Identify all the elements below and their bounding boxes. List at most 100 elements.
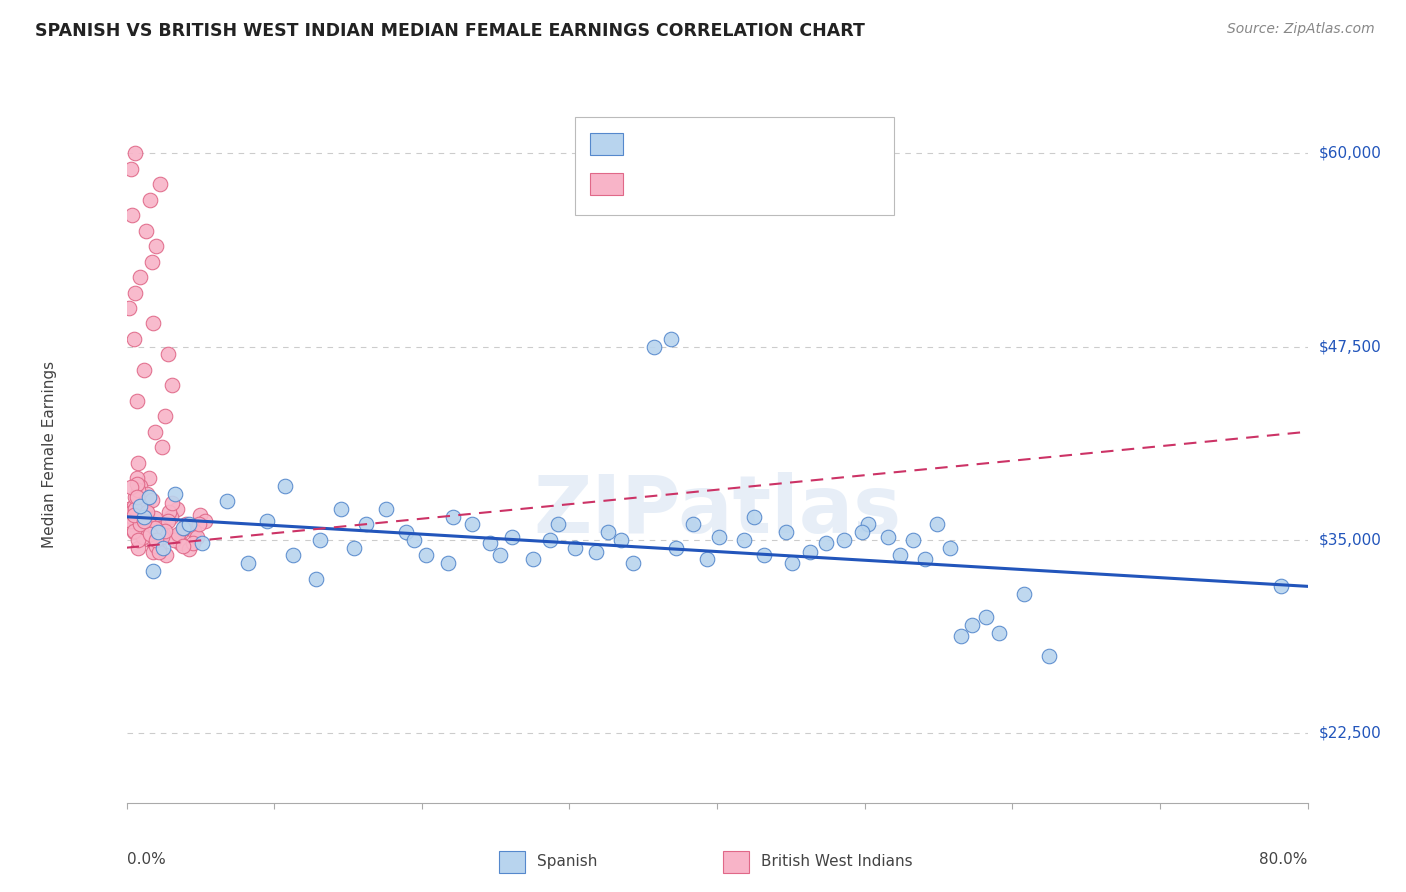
Point [121, 509, 143, 524]
Point [172, 520, 194, 534]
Point [782, 556, 804, 570]
Point [128, 479, 150, 493]
Point [125, 490, 148, 504]
Point [152, 526, 174, 541]
Point [659, 332, 682, 346]
Point [150, 530, 173, 544]
Point [162, 378, 184, 392]
Point [682, 517, 704, 532]
Point [143, 425, 166, 439]
Point [394, 525, 416, 540]
Point [489, 549, 512, 563]
Point [547, 517, 569, 532]
Point [138, 471, 160, 485]
Point [585, 545, 607, 559]
Point [120, 480, 142, 494]
Text: $47,500: $47,500 [1319, 339, 1382, 354]
Text: Source: ZipAtlas.com: Source: ZipAtlas.com [1227, 22, 1375, 37]
Text: SPANISH VS BRITISH WEST INDIAN MEDIAN FEMALE EARNINGS CORRELATION CHART: SPANISH VS BRITISH WEST INDIAN MEDIAN FE… [35, 22, 865, 40]
Point [136, 486, 159, 500]
Point [962, 618, 984, 632]
Point [538, 533, 561, 547]
Point [121, 505, 143, 519]
Point [127, 541, 149, 555]
Point [132, 530, 155, 544]
Point [437, 556, 460, 570]
Bar [723, 851, 749, 873]
Point [273, 479, 295, 493]
Point [1038, 648, 1060, 663]
Point [143, 511, 166, 525]
Point [596, 525, 619, 540]
Point [522, 551, 544, 566]
Text: 80.0%: 80.0% [1260, 852, 1308, 866]
Text: $35,000: $35,000 [1319, 533, 1382, 548]
Point [1270, 579, 1292, 593]
Point [186, 530, 208, 544]
Text: $60,000: $60,000 [1319, 146, 1382, 161]
Point [149, 178, 172, 192]
Point [134, 509, 156, 524]
Point [610, 533, 633, 547]
Text: Median Female Earnings: Median Female Earnings [42, 361, 58, 549]
Point [173, 520, 195, 534]
Point [501, 530, 523, 544]
Point [127, 456, 149, 470]
Point [142, 545, 165, 559]
Point [851, 525, 873, 540]
Point [128, 499, 150, 513]
Point [150, 440, 173, 454]
Point [404, 533, 426, 547]
Bar [589, 173, 623, 195]
Point [329, 502, 352, 516]
Point [141, 492, 163, 507]
Point [174, 517, 197, 532]
Point [167, 526, 190, 541]
Point [304, 572, 326, 586]
Point [120, 515, 142, 529]
Point [815, 536, 838, 550]
Point [135, 224, 157, 238]
Point [138, 490, 160, 504]
Point [152, 541, 174, 555]
Point [177, 517, 200, 532]
Point [120, 161, 142, 176]
Point [121, 208, 143, 222]
Point [889, 549, 911, 563]
Point [156, 347, 179, 361]
Point [754, 549, 776, 563]
Point [138, 517, 160, 532]
Point [122, 525, 145, 540]
Point [988, 625, 1011, 640]
Point [832, 533, 855, 547]
Point [134, 496, 156, 510]
Text: British West Indians: British West Indians [761, 855, 912, 870]
Point [128, 517, 150, 532]
Point [157, 505, 180, 519]
Point [441, 509, 464, 524]
Point [733, 533, 755, 547]
Point [949, 629, 972, 643]
Text: Spanish: Spanish [537, 855, 598, 870]
Point [135, 499, 157, 513]
Point [148, 545, 170, 559]
Point [145, 239, 167, 253]
Point [256, 515, 278, 529]
Point [139, 526, 162, 541]
Point [118, 301, 141, 315]
Point [129, 486, 153, 500]
Point [139, 533, 162, 547]
Point [153, 524, 176, 538]
Point [643, 340, 665, 354]
Point [188, 508, 211, 523]
Point [124, 146, 146, 161]
Point [124, 285, 146, 300]
Point [707, 530, 730, 544]
Text: 0.0%: 0.0% [127, 852, 166, 866]
Point [925, 517, 948, 532]
Point [127, 483, 149, 498]
Bar [589, 134, 623, 155]
Point [166, 502, 188, 516]
Point [877, 530, 900, 544]
Point [194, 515, 217, 529]
